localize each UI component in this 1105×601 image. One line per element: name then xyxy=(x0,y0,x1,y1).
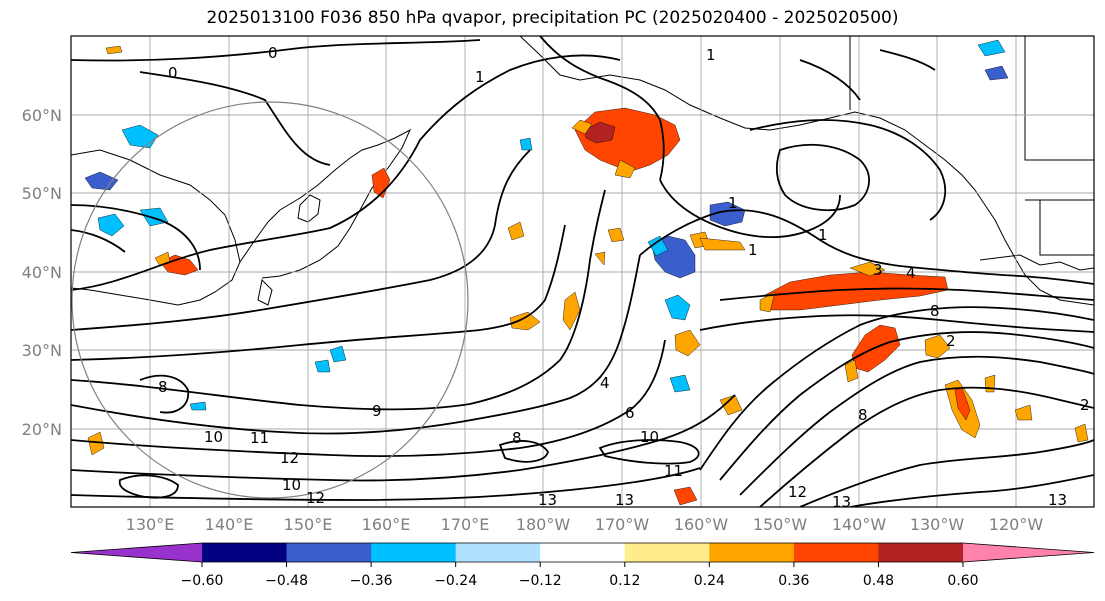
colorbar-tick-label: −0.36 xyxy=(350,573,393,589)
contour-label: 10 xyxy=(282,476,301,494)
contour-label: 3 xyxy=(873,261,883,279)
colorbar-segment xyxy=(371,543,457,562)
contour-label: 8 xyxy=(512,429,522,447)
contour-label: 8 xyxy=(858,406,868,424)
lon-label: 140°E xyxy=(205,515,254,534)
qvapor-contours xyxy=(71,36,1094,507)
colorbar-tick-label: −0.60 xyxy=(181,573,224,589)
colorbar-segment xyxy=(202,543,288,562)
contour-label: 0 xyxy=(268,44,278,62)
lat-label: 60°N xyxy=(22,106,62,125)
contour-label: 13 xyxy=(615,491,634,509)
colorbar-segment xyxy=(455,543,541,562)
lat-label: 30°N xyxy=(22,341,62,360)
colorbar-tick-label: 0.48 xyxy=(863,573,894,589)
contour-label: 1 xyxy=(475,68,485,86)
contour-label: 12 xyxy=(788,483,807,501)
lon-label: 160°W xyxy=(674,515,729,534)
contour-label: 1 xyxy=(818,226,828,244)
contour-label: 2 xyxy=(1080,396,1090,414)
contour-label: 0 xyxy=(168,64,178,82)
lon-label: 170°E xyxy=(441,515,490,534)
projection-circle xyxy=(71,101,469,499)
lat-label: 40°N xyxy=(22,263,62,282)
contour-label: 8 xyxy=(158,378,168,396)
colorbar-segment xyxy=(286,543,372,562)
colorbar-tick-label: −0.12 xyxy=(519,573,562,589)
lon-label: 150°W xyxy=(753,515,808,534)
map-frame xyxy=(70,35,1095,508)
contour-label: 2 xyxy=(946,332,956,350)
lon-label: 150°E xyxy=(284,515,333,534)
contour-label: 12 xyxy=(306,489,325,507)
lon-label: 120°W xyxy=(989,515,1044,534)
longitude-labels: 130°E 140°E 150°E 160°E 170°E 180°W 170°… xyxy=(126,515,1044,534)
colorbar-tick-label: 0.60 xyxy=(947,573,978,589)
colorbar-segment xyxy=(878,543,964,562)
colorbar-tick-label: 0.24 xyxy=(694,573,725,589)
contour-labels: 0 0 1 1 1 1 1 3 4 8 2 8 8 9 10 11 12 10 … xyxy=(158,44,1090,511)
lon-label: 130°W xyxy=(910,515,965,534)
contour-label: 13 xyxy=(832,493,851,511)
lon-label: 160°E xyxy=(362,515,411,534)
contour-label: 4 xyxy=(600,374,610,392)
lon-label: 140°W xyxy=(832,515,887,534)
colorbar-extend-low-fill xyxy=(71,543,202,562)
contour-label: 13 xyxy=(538,491,557,509)
colorbar-segment xyxy=(624,543,710,562)
lon-label: 180°W xyxy=(516,515,571,534)
colorbar-segment xyxy=(540,543,626,562)
lat-label: 50°N xyxy=(22,184,62,203)
contour-label: 13 xyxy=(1048,491,1067,509)
lat-label: 20°N xyxy=(22,420,62,439)
contour-label: 4 xyxy=(906,264,916,282)
lon-label: 130°E xyxy=(126,515,175,534)
colorbar-extend-high xyxy=(963,543,1094,562)
contour-label: 1 xyxy=(706,46,716,64)
shaded-anomalies xyxy=(84,39,1089,506)
lon-label: 170°W xyxy=(595,515,650,534)
contour-label: 1 xyxy=(728,194,738,212)
contour-label: 1 xyxy=(748,241,758,259)
map-panel xyxy=(71,36,1094,507)
colorbar-segment xyxy=(793,543,879,562)
colorbar-tick-label: 0.12 xyxy=(609,573,640,589)
colorbar-tick-label: −0.48 xyxy=(265,573,308,589)
contour-label: 10 xyxy=(640,428,659,446)
contour-label: 9 xyxy=(372,402,382,420)
colorbar: −0.60 −0.48 −0.36 −0.24 −0.12 0.12 0.24 0.36 0.4… xyxy=(70,542,1095,589)
contour-label: 8 xyxy=(930,302,940,320)
contour-label: 11 xyxy=(664,462,683,480)
colorbar-segment xyxy=(709,543,795,562)
contour-label: 11 xyxy=(250,429,269,447)
colorbar-tick-label: −0.24 xyxy=(434,573,477,589)
latitude-labels: 60°N 50°N 40°N 30°N 20°N xyxy=(22,106,62,439)
map-title: 2025013100 F036 850 hPa qvapor, precipit… xyxy=(206,8,899,28)
map-content xyxy=(71,36,1094,507)
contour-label: 6 xyxy=(625,404,635,422)
contour-label: 10 xyxy=(204,428,223,446)
contour-label: 12 xyxy=(280,449,299,467)
colorbar-tick-label: 0.36 xyxy=(778,573,809,589)
